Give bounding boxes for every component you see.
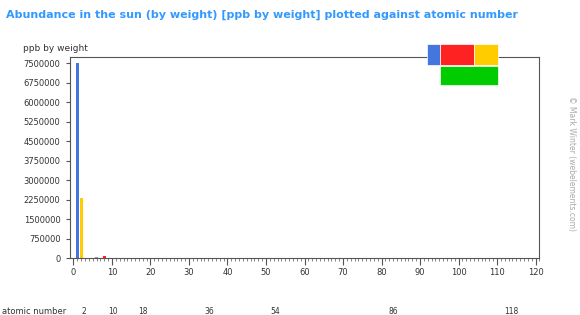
Text: 86: 86 (388, 307, 398, 315)
Text: Abundance in the sun (by weight) [ppb by weight] plotted against atomic number: Abundance in the sun (by weight) [ppb by… (6, 9, 518, 20)
Text: 2: 2 (81, 307, 86, 315)
Bar (95, 257, 98, 258)
Text: 18: 18 (138, 307, 147, 315)
Text: atomic number: atomic number (2, 307, 67, 315)
Text: 36: 36 (204, 307, 213, 315)
Bar (103, 256, 106, 258)
Text: 54: 54 (270, 307, 280, 315)
Text: 10: 10 (108, 307, 118, 315)
Bar (76, 63, 79, 258)
Text: 118: 118 (504, 307, 518, 315)
Text: © Mark Winter (webelements.com): © Mark Winter (webelements.com) (567, 96, 576, 231)
Text: ppb by weight: ppb by weight (23, 44, 88, 53)
Bar (79, 198, 83, 258)
